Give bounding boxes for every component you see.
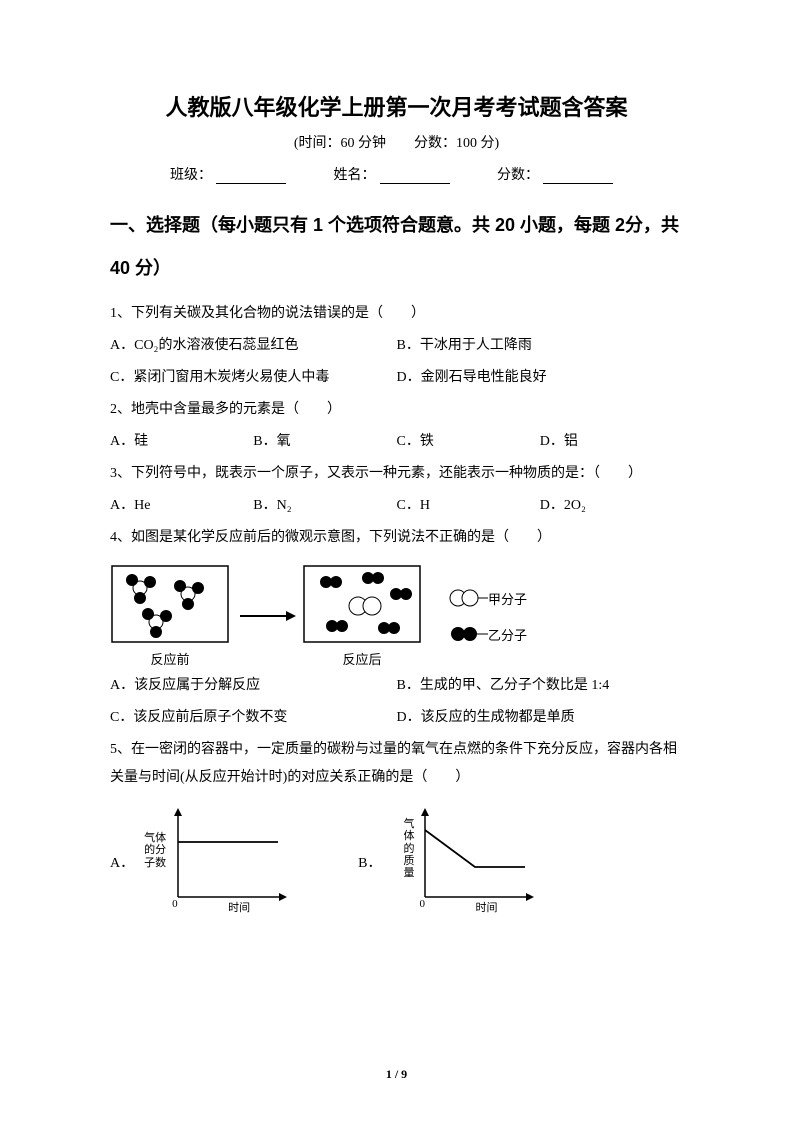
q3-stem: 3、下列符号中，既表示一个原子，又表示一种元素，还能表示一种物质的是：（ ）	[110, 460, 683, 488]
q4-before-label: 反应前	[110, 649, 230, 668]
name-label: 姓名：	[334, 168, 376, 183]
q1-a: A．CO₂的水溶液使石蕊显红色	[110, 332, 397, 360]
q1-stem: 1、下列有关碳及其化合物的说法错误的是（ ）	[110, 300, 683, 328]
graph-b-ylabel: 气 体 的 质 量	[403, 818, 417, 878]
q2-row: A．硅 B．氧 C．铁 D．铝	[110, 428, 683, 456]
page-title: 人教版八年级化学上册第一次月考考试题含答案	[110, 90, 683, 122]
q1-c: C．紧闭门窗用木炭烤火易使人中毒	[110, 364, 397, 392]
graph-b-origin: 0	[419, 898, 425, 910]
q4-legend: 甲分子 乙分子	[448, 588, 527, 644]
q5-graph-a: 气体 的分 子数 0 时间	[138, 802, 298, 922]
q3-d: D．2O₂	[540, 492, 683, 520]
exam-meta: (时间：60 分钟 分数：100 分)	[110, 132, 683, 152]
q3-c: C．H	[397, 492, 540, 520]
graph-a-ylabel: 气体 的分 子数	[144, 832, 174, 868]
q1-row2: C．紧闭门窗用木炭烤火易使人中毒 D．金刚石导电性能良好	[110, 364, 683, 392]
q5-a-label: A．	[110, 852, 134, 872]
q5-graph-b: 气 体 的 质 量 0 时间	[385, 802, 545, 922]
q1-row1: A．CO₂的水溶液使石蕊显红色 B．干冰用于人工降雨	[110, 332, 683, 360]
q2-stem: 2、地壳中含量最多的元素是（ ）	[110, 396, 683, 424]
legend-jia-icon	[448, 588, 488, 608]
q5-b-label: B．	[358, 852, 381, 872]
score-label: 分数：	[497, 168, 539, 183]
q2-b: B．氧	[253, 428, 396, 456]
section-1-header: 一、选择题（每小题只有 1 个选项符合题意。共 20 小题，每题 2分，共 40…	[110, 204, 683, 290]
graph-b-xlabel: 时间	[475, 902, 497, 914]
legend-yi-icon	[448, 624, 488, 644]
name-blank	[380, 170, 450, 184]
legend-jia-label: 甲分子	[488, 589, 527, 608]
q2-c: C．铁	[397, 428, 540, 456]
q4-before-box	[110, 564, 230, 644]
arrow-icon	[236, 606, 296, 626]
q2-a: A．硅	[110, 428, 253, 456]
q4-diagram: 反应前 反应后 甲分子 乙分子	[110, 564, 683, 668]
q3-b: B．N₂	[253, 492, 396, 520]
q3-a: A．He	[110, 492, 253, 520]
q4-c: C．该反应前后原子个数不变	[110, 704, 397, 732]
score-blank	[543, 170, 613, 184]
q4-row2: C．该反应前后原子个数不变 D．该反应的生成物都是单质	[110, 704, 683, 732]
q5-graphs: A． 气体 的分 子数 0 时间 B． 气 体 的 质 量 0 时间	[110, 802, 683, 922]
class-label: 班级：	[170, 168, 212, 183]
q4-stem: 4、如图是某化学反应前后的微观示意图，下列说法不正确的是（ ）	[110, 524, 683, 552]
q4-a: A．该反应属于分解反应	[110, 672, 397, 700]
q1-d: D．金刚石导电性能良好	[397, 364, 684, 392]
class-blank	[216, 170, 286, 184]
q5-stem: 5、在一密闭的容器中，一定质量的碳粉与过量的氧气在点燃的条件下充分反应，容器内各…	[110, 736, 683, 792]
q4-row1: A．该反应属于分解反应 B．生成的甲、乙分子个数比是 1:4	[110, 672, 683, 700]
legend-yi-label: 乙分子	[488, 625, 527, 644]
graph-a-origin: 0	[172, 898, 178, 910]
q3-row: A．He B．N₂ C．H D．2O₂	[110, 492, 683, 520]
student-info-row: 班级： 姓名： 分数：	[110, 164, 683, 184]
q2-d: D．铝	[540, 428, 683, 456]
page-footer: 1 / 9	[0, 1067, 793, 1082]
q4-d: D．该反应的生成物都是单质	[397, 704, 684, 732]
q4-b: B．生成的甲、乙分子个数比是 1:4	[397, 672, 684, 700]
q4-after-box	[302, 564, 422, 644]
q1-b: B．干冰用于人工降雨	[397, 332, 684, 360]
q4-after-label: 反应后	[302, 649, 422, 668]
graph-a-xlabel: 时间	[228, 902, 250, 914]
